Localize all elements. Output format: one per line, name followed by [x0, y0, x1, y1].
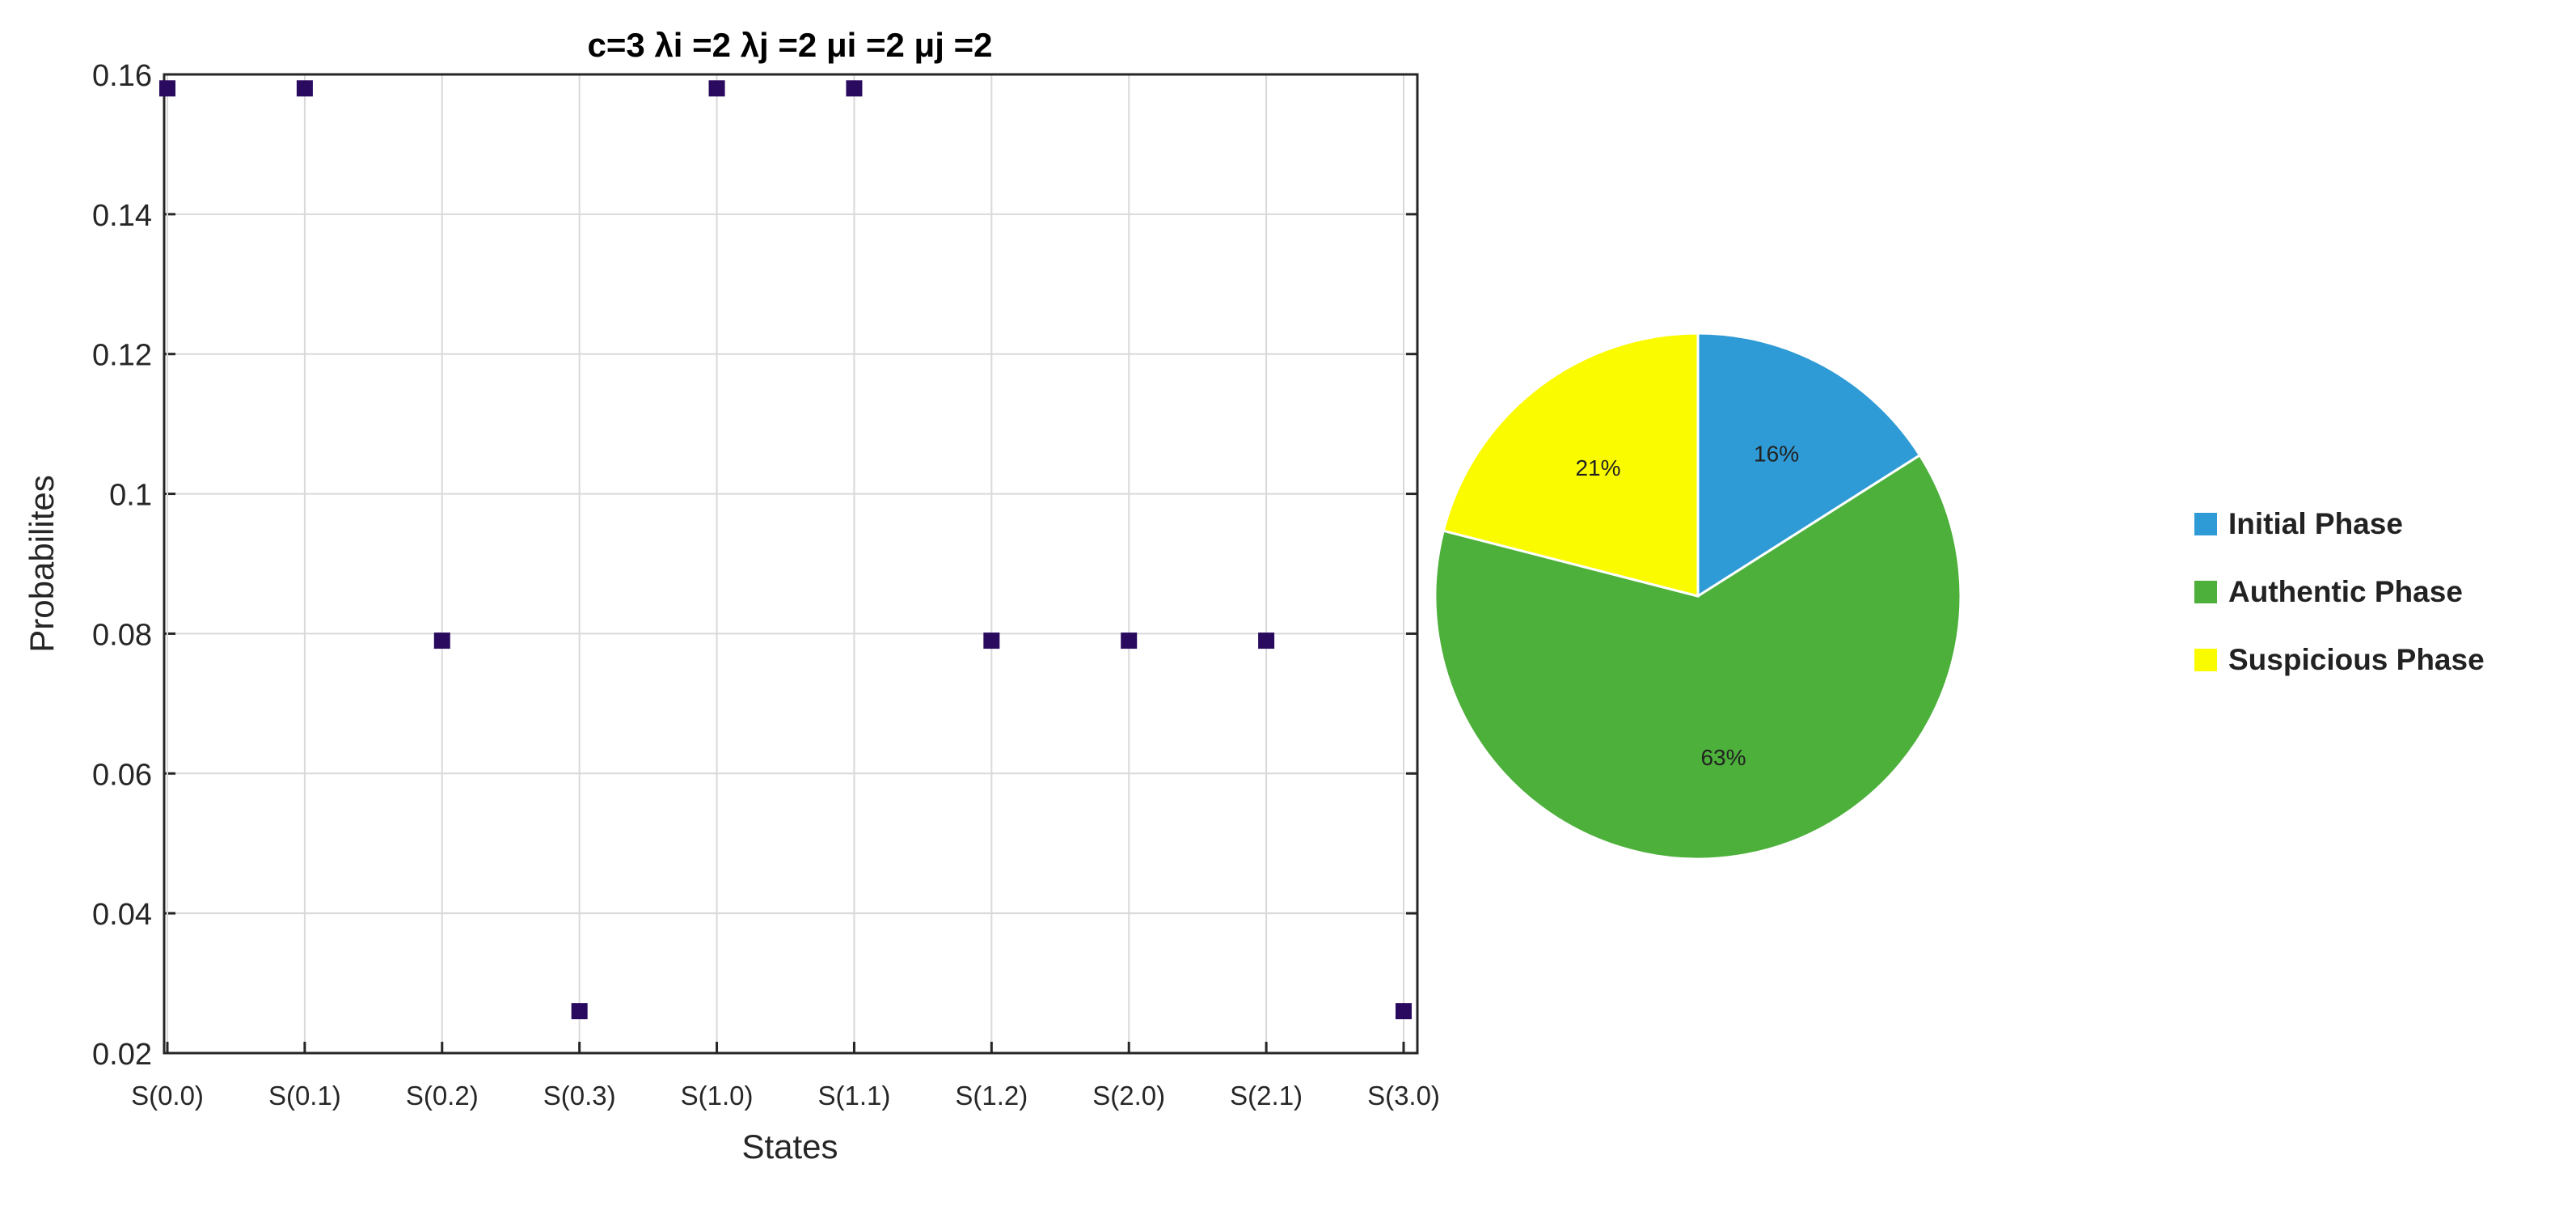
y-tick-label: 0.1	[109, 479, 152, 513]
y-tick-labels: 0.02 0.04 0.06 0.08 0.1 0.12 0.14 0.16	[92, 59, 152, 1072]
data-point	[571, 1003, 588, 1020]
legend-label: Authentic Phase	[2228, 575, 2463, 608]
chart-title: c=3 λi =2 λj =2 μi =2 μj =2	[588, 26, 993, 64]
x-axis-label: States	[741, 1128, 838, 1166]
pie-slice	[1434, 453, 1962, 861]
data-point	[983, 632, 1000, 649]
y-tick-label: 0.12	[92, 339, 152, 373]
pie-slice	[1442, 332, 1700, 598]
data-point	[1121, 632, 1138, 649]
legend-swatch	[2194, 649, 2217, 671]
legend-swatch	[2194, 581, 2217, 603]
x-tick-label: S(0.2)	[406, 1081, 479, 1111]
y-tick-label: 0.04	[92, 898, 152, 932]
x-tick-label: S(1.2)	[955, 1081, 1028, 1111]
pie-slice-label: 63%	[1700, 745, 1746, 770]
grid-lines	[164, 73, 1417, 1055]
data-point	[1396, 1003, 1412, 1020]
y-tick-label: 0.08	[92, 618, 152, 652]
data-point	[708, 80, 725, 97]
data-point	[1258, 632, 1275, 649]
y-tick-label: 0.02	[92, 1038, 152, 1072]
y-axis-label: Probabilites	[23, 475, 61, 652]
legend-label: Suspicious Phase	[2228, 643, 2485, 676]
pie-slice-label: 16%	[1754, 441, 1799, 466]
pie-legend: Initial Phase Authentic Phase Suspicious P…	[2194, 507, 2485, 676]
x-tick-label: S(2.1)	[1230, 1081, 1303, 1111]
x-tick-label: S(1.1)	[818, 1081, 891, 1111]
x-tick-label: S(0.1)	[268, 1081, 341, 1111]
data-point	[296, 80, 313, 97]
legend-label: Initial Phase	[2228, 507, 2403, 540]
x-tick-label: S(3.0)	[1367, 1081, 1440, 1111]
y-tick-label: 0.14	[92, 199, 152, 233]
plot-frame	[163, 73, 1419, 1055]
y-tick-label: 0.06	[92, 758, 152, 792]
x-tick-labels: S(0.0) S(0.1) S(0.2) S(0.3) S(1.0) S(1.1) S(1.…	[131, 1081, 1440, 1111]
pie-chart: 16% 63% 21% Initial Phase Authentic Phase Su…	[1434, 332, 2485, 861]
y-tick-label: 0.16	[92, 59, 152, 93]
x-tick-label: S(2.0)	[1092, 1081, 1165, 1111]
x-tick-label: S(0.3)	[543, 1081, 616, 1111]
pie-labels: 16% 63% 21%	[1575, 441, 1799, 770]
pie-slice-label: 21%	[1575, 455, 1620, 480]
x-tick-label: S(0.0)	[131, 1081, 204, 1111]
data-point	[846, 80, 863, 97]
data-points	[159, 80, 1412, 1020]
data-point	[159, 80, 175, 97]
data-point	[433, 632, 450, 649]
scatter-chart: c=3 λi =2 λj =2 μi =2 μj =2 0.02 0.04 0.06…	[23, 26, 1440, 1166]
x-tick-label: S(1.0)	[681, 1081, 754, 1111]
pie-slices	[1434, 332, 1962, 861]
legend-swatch	[2194, 513, 2217, 535]
pie-slice	[1696, 332, 1922, 599]
